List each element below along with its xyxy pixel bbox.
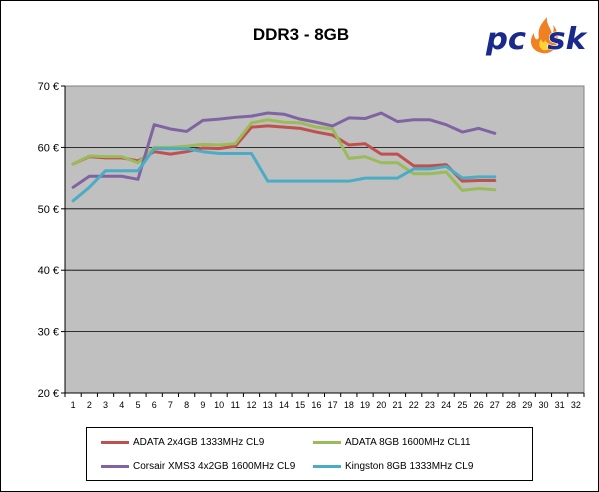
- pcesk-logo: pc sk: [484, 17, 588, 58]
- x-tick-label: 11: [231, 400, 240, 410]
- x-tick-label: 16: [311, 400, 321, 410]
- y-tick-label: 70 €: [38, 81, 59, 93]
- y-tick-label: 50 €: [38, 204, 59, 216]
- x-tick-label: 15: [295, 400, 305, 410]
- x-tick-label: 21: [392, 400, 402, 410]
- legend-label: Kingston 8GB 1333MHz CL9: [345, 460, 474, 472]
- y-tick-label: 30 €: [38, 327, 59, 339]
- x-tick-label: 4: [119, 400, 124, 410]
- x-tick-label: 26: [474, 400, 484, 410]
- x-tick-label: 12: [247, 400, 257, 410]
- legend-label: ADATA 8GB 1600MHz CL11: [345, 436, 471, 448]
- x-tick-label: 8: [184, 400, 189, 410]
- x-tick-label: 17: [328, 400, 338, 410]
- legend-swatch: [313, 464, 341, 468]
- line-chart: 20 €30 €40 €50 €60 €70 €1 2 3 4 5 6 7 8 9 10 11 12 1…: [38, 81, 585, 410]
- x-tick-label: 25: [457, 400, 467, 410]
- legend-item: ADATA 8GB 1600MHz CL11: [313, 434, 471, 450]
- y-tick-label: 40 €: [38, 265, 59, 277]
- x-tick-label: 9: [200, 400, 205, 410]
- x-tick-label: 23: [425, 400, 435, 410]
- legend-swatch: [101, 440, 129, 444]
- x-tick-label: 30: [538, 400, 548, 410]
- y-tick-label: 20 €: [38, 388, 59, 400]
- x-tick-label: 28: [506, 400, 516, 410]
- x-tick-label: 7: [168, 400, 173, 410]
- x-tick-label: 6: [152, 400, 157, 410]
- x-tick-label: 1: [71, 400, 76, 410]
- chart-title: DDR3 - 8GB: [252, 25, 350, 44]
- x-tick-label: 10: [214, 400, 224, 410]
- x-tick-label: 27: [490, 400, 500, 410]
- plot-area: [64, 85, 585, 394]
- x-tick-label: 18: [344, 400, 354, 410]
- x-tick-label: 13: [263, 400, 273, 410]
- x-tick-label: 22: [409, 400, 419, 410]
- x-tick-label: 31: [555, 400, 565, 410]
- legend-swatch: [313, 440, 341, 444]
- y-tick-label: 60 €: [38, 142, 59, 154]
- legend-item: ADATA 2x4GB 1333MHz CL9: [101, 434, 264, 450]
- x-tick-label: 2: [87, 400, 92, 410]
- legend-swatch: [101, 464, 129, 468]
- legend: ADATA 2x4GB 1333MHz CL9 ADATA 8GB 1600MHz…: [86, 427, 533, 481]
- x-tick-label: 5: [135, 400, 140, 410]
- legend-item: Kingston 8GB 1333MHz CL9: [313, 458, 473, 474]
- x-tick-label: 24: [441, 400, 451, 410]
- x-tick-label: 14: [279, 400, 289, 410]
- legend-label: Corsair XMS3 4x2GB 1600MHz CL9: [133, 460, 296, 472]
- logo-text: pc sk: [485, 22, 588, 57]
- x-tick-label: 20: [376, 400, 386, 410]
- x-tick-label: 19: [360, 400, 370, 410]
- x-tick-label: 3: [103, 400, 108, 410]
- legend-label: ADATA 2x4GB 1333MHz CL9: [133, 436, 265, 448]
- flame-icon: [530, 17, 558, 54]
- legend-item: Corsair XMS3 4x2GB 1600MHz CL9: [101, 458, 295, 474]
- x-tick-label: 29: [522, 400, 532, 410]
- series-line-4: [71, 147, 497, 203]
- x-tick-label: 32: [571, 400, 581, 410]
